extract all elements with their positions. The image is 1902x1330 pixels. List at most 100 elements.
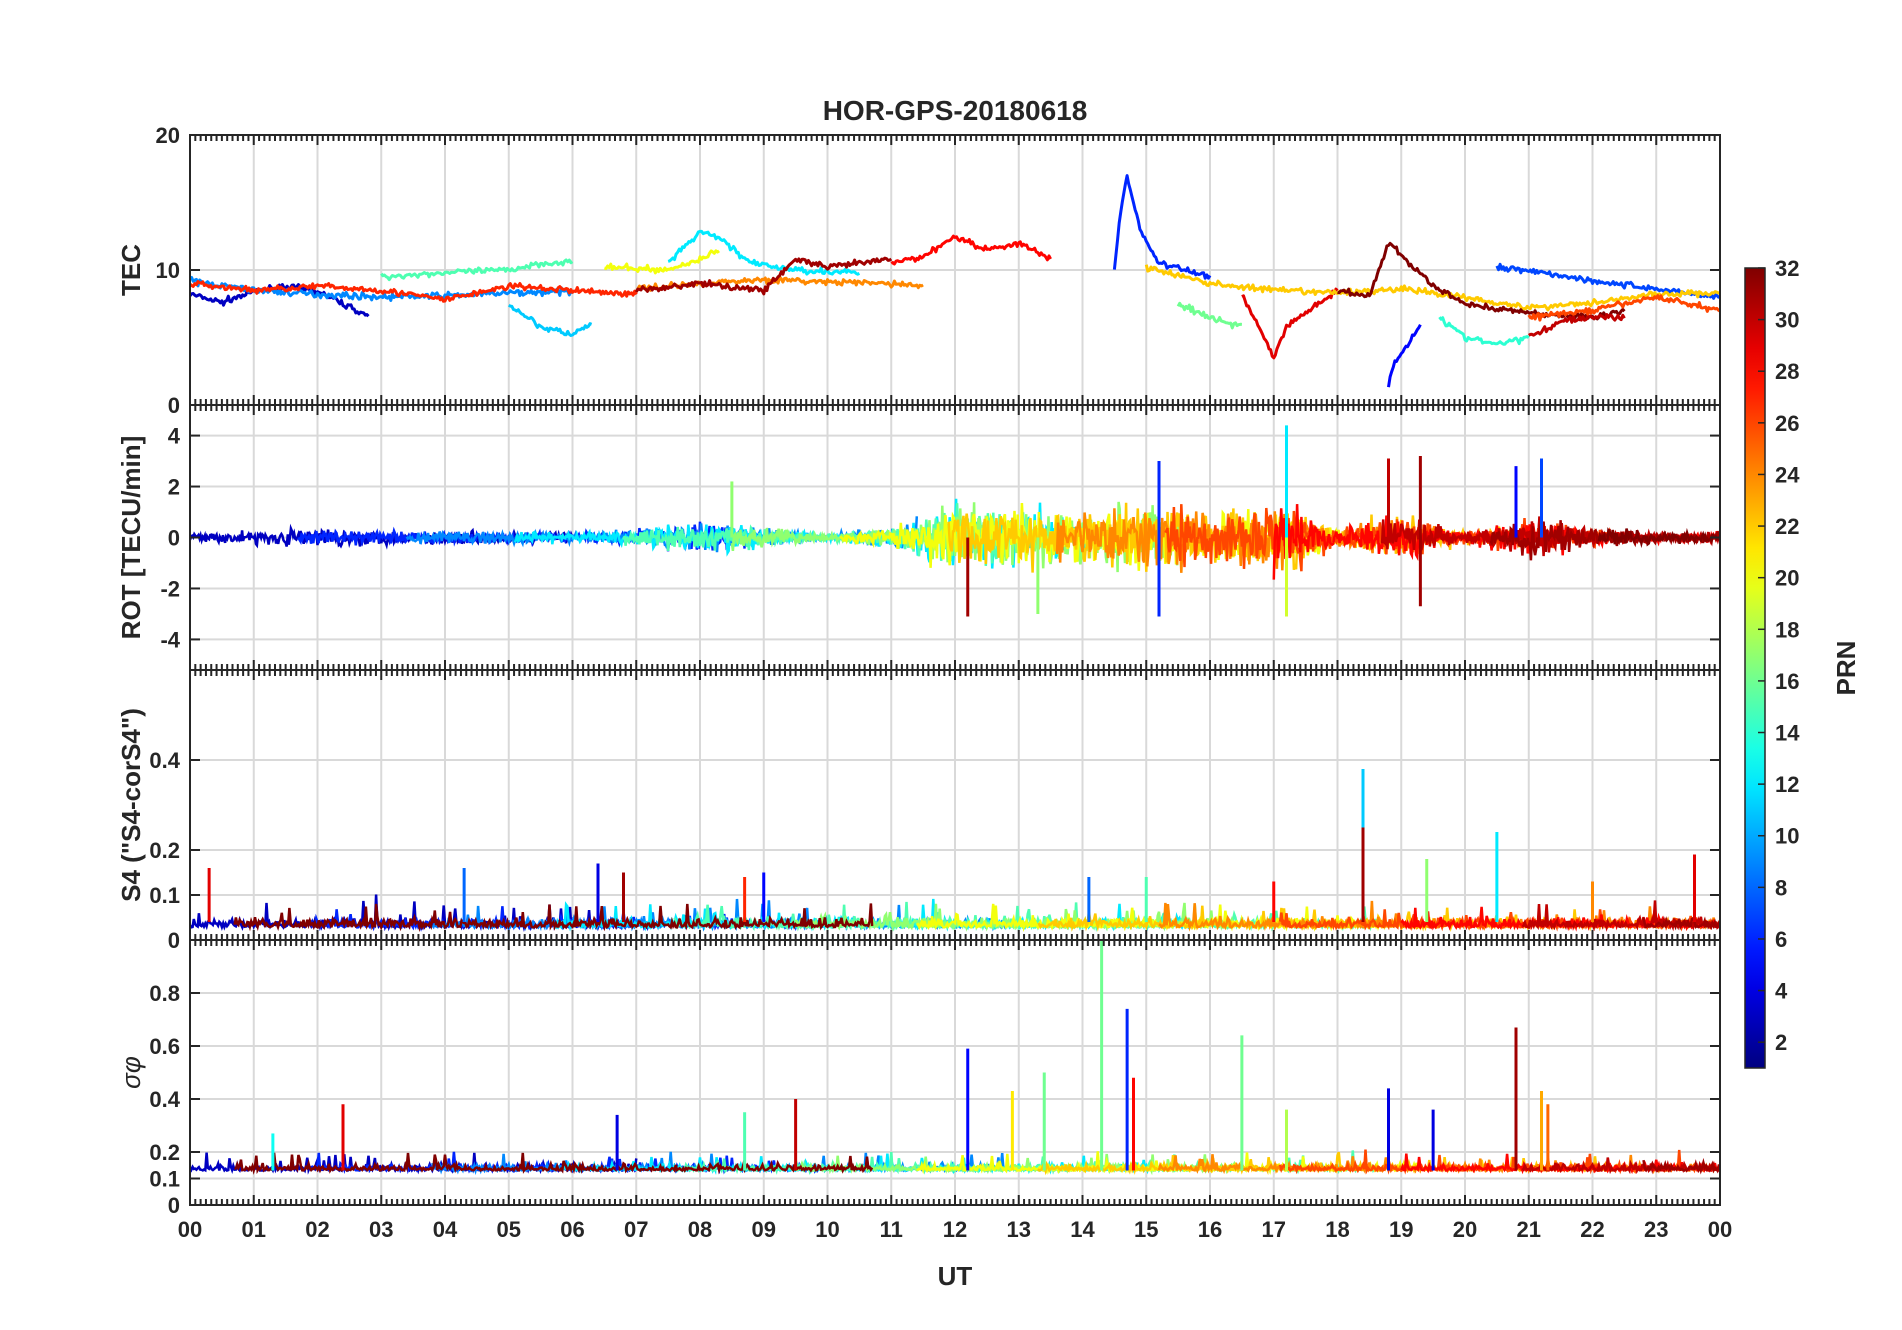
x-tick-label: 00 [1708, 1217, 1732, 1242]
colorbar-tick-label: 10 [1775, 824, 1799, 849]
tec-series-prn-26 [1527, 294, 1720, 322]
tec-series-prn-15 [380, 258, 574, 282]
colorbar-tick-label: 12 [1775, 772, 1799, 797]
tec-series-prn-24 [634, 275, 924, 293]
colorbar-bar [1744, 267, 1766, 1069]
x-tick-label: 02 [305, 1217, 329, 1242]
y-tick-label: 20 [156, 123, 180, 148]
colorbar-tick-label: 30 [1775, 308, 1799, 333]
colorbar-tick-label: 16 [1775, 669, 1799, 694]
x-tick-label: 19 [1389, 1217, 1413, 1242]
colorbar-tick-label: 32 [1775, 256, 1799, 281]
x-tick-label: 06 [560, 1217, 584, 1242]
y-axis-label: S4 ("S4-corS4") [116, 708, 146, 902]
tec-series-prn-32 [1337, 241, 1626, 322]
x-tick-label: 20 [1453, 1217, 1477, 1242]
y-tick-label: 0.4 [149, 1087, 180, 1112]
y-tick-label: 0.2 [149, 1140, 180, 1165]
panel-data [190, 940, 1720, 1176]
tec-series-prn-31 [634, 256, 893, 296]
x-tick-label: 16 [1198, 1217, 1222, 1242]
colorbar-label: PRN [1831, 641, 1861, 696]
x-tick-label: 05 [497, 1217, 521, 1242]
x-tick-label: 01 [242, 1217, 266, 1242]
tec-series-prn-22 [1144, 264, 1720, 312]
s4-series-prn-31 [1642, 916, 1720, 931]
x-tick-label: 21 [1517, 1217, 1541, 1242]
x-tick-label: 09 [752, 1217, 776, 1242]
sigma_phi-series-prn-32 [233, 1152, 874, 1175]
panel-data [190, 769, 1720, 933]
x-tick-label: 14 [1070, 1217, 1095, 1242]
y-tick-label: 0 [168, 393, 180, 418]
y-tick-label: 10 [156, 258, 180, 283]
y-axis-label: TEC [116, 244, 146, 296]
tec-series-prn-27 [190, 280, 638, 303]
tec-series-prn-3 [190, 283, 370, 318]
panel-rot: -4 -2 0 2 4 ROT [TECU/min] [116, 404, 1721, 671]
colorbar-tick-label: 26 [1775, 411, 1799, 436]
colorbar-tick-label: 8 [1775, 875, 1787, 900]
tec-series-prn-30 [1528, 313, 1626, 337]
tec-series-prn-14 [1438, 316, 1530, 346]
y-tick-label: 2 [168, 475, 180, 500]
rot-series-prn-32 [1597, 527, 1720, 549]
panel-ticks: 00.10.2 0.4 0.6 0.8 [149, 940, 1721, 1218]
colorbar-tick-label: 24 [1775, 462, 1800, 487]
colorbar-tick-label: 2 [1775, 1030, 1787, 1055]
x-tick-label: 22 [1580, 1217, 1604, 1242]
tec-series-prn-6 [1112, 174, 1212, 280]
y-tick-label: 0 [168, 1193, 180, 1218]
y-tick-label: 0.2 [149, 838, 180, 863]
panel-grid [190, 670, 1720, 940]
x-tick-label: 23 [1644, 1217, 1668, 1242]
x-tick-label: 12 [943, 1217, 967, 1242]
colorbar-tick-label: 4 [1775, 979, 1788, 1004]
y-tick-label: 0 [168, 928, 180, 953]
panel-sigma_phi: 00.10.2 0.4 0.6 0.8 σφ 00 01 02 03 04 05 06 07 08 09 10… [116, 939, 1732, 1242]
y-tick-label: 0 [168, 526, 180, 551]
y-tick-label: 0.6 [149, 1034, 180, 1059]
panel-data [190, 174, 1720, 388]
x-tick-label: 03 [369, 1217, 393, 1242]
panel-data [190, 425, 1720, 617]
y-tick-label: 4 [168, 424, 181, 449]
colorbar-tick-label: 28 [1775, 359, 1799, 384]
panel-s4: 0 0.1 0.2 0.4S4 ("S4-corS4") [116, 669, 1721, 953]
x-tick-label: 00 [178, 1217, 202, 1242]
chart-title: HOR-GPS-20180618 [823, 95, 1088, 126]
colorbar-tick-label: 18 [1775, 617, 1799, 642]
sigma_phi-series-prn-31 [1642, 1157, 1720, 1175]
panel-grid [190, 135, 1720, 405]
y-axis-label: ROT [TECU/min] [116, 436, 146, 640]
tec-series-prn-11 [508, 303, 593, 337]
tec-series-prn-16 [1176, 301, 1242, 330]
s4-series-prn-30 [1521, 900, 1720, 932]
panel-ticks: -4 -2 0 2 4 [160, 405, 1721, 670]
tec-series-prn-29 [1241, 287, 1339, 360]
y-tick-label: -2 [160, 576, 180, 601]
tec-series-prn-20 [603, 249, 720, 275]
y-axis-label: σφ [116, 1056, 146, 1089]
x-tick-label: 11 [880, 1217, 903, 1242]
y-tick-label: 0.4 [149, 748, 180, 773]
s4-series-prn-32 [233, 903, 874, 933]
x-tick-label: 18 [1325, 1217, 1349, 1242]
x-tick-label: 08 [688, 1217, 712, 1242]
colorbar-tick-label: 14 [1775, 721, 1800, 746]
y-tick-label: 0.1 [149, 883, 180, 908]
x-axis-label: UT [938, 1261, 973, 1291]
tec-series-prn-5 [1387, 323, 1422, 388]
panel-tec: 0 10 20 TEC [116, 123, 1721, 418]
x-tick-label: 07 [624, 1217, 648, 1242]
y-tick-label: 0.8 [149, 981, 180, 1006]
x-tick-label: 04 [433, 1217, 458, 1242]
x-tick-label: 17 [1262, 1217, 1286, 1242]
colorbar-tick-label: 6 [1775, 927, 1787, 952]
x-tick-label: 13 [1007, 1217, 1031, 1242]
y-tick-label: -4 [160, 627, 180, 652]
colorbar-tick-label: 20 [1775, 566, 1799, 591]
